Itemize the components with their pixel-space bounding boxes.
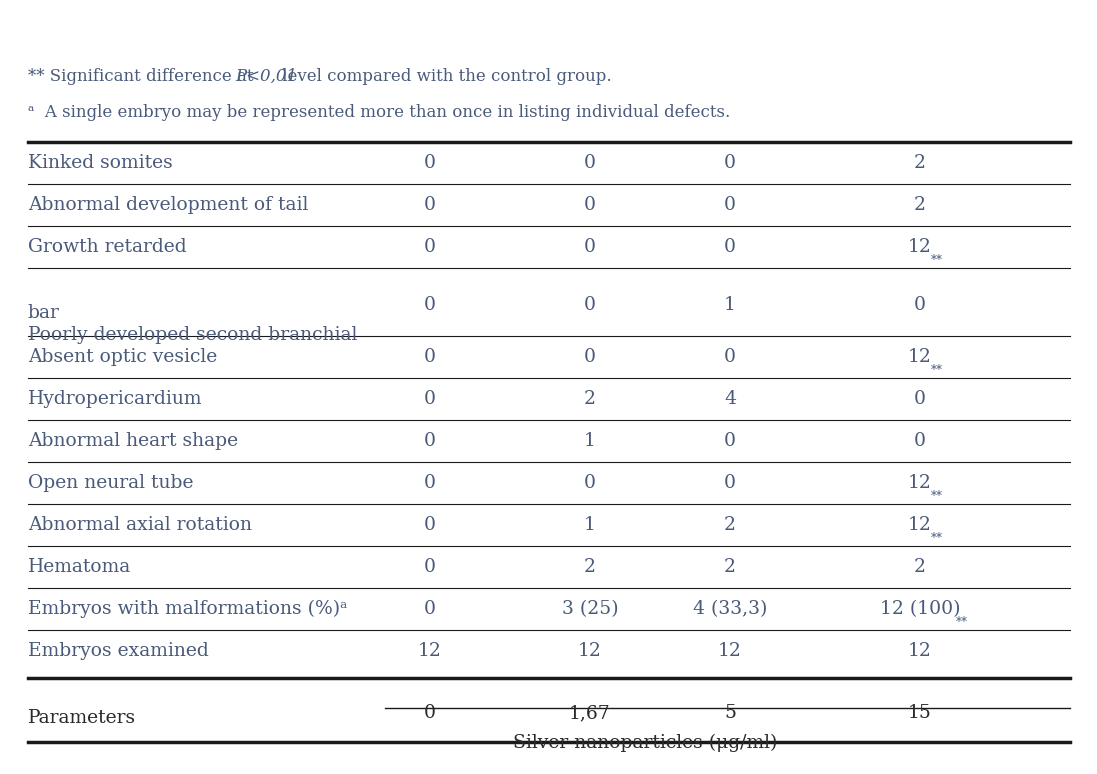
Text: 0: 0 bbox=[425, 238, 436, 256]
Text: 4: 4 bbox=[724, 390, 736, 408]
Text: 12: 12 bbox=[719, 642, 742, 660]
Text: 0: 0 bbox=[425, 390, 436, 408]
Text: 12: 12 bbox=[418, 642, 442, 660]
Text: level compared with the control group.: level compared with the control group. bbox=[278, 68, 612, 85]
Text: 2: 2 bbox=[724, 516, 736, 534]
Text: Hydropericardium: Hydropericardium bbox=[29, 390, 203, 408]
Text: 3 (25): 3 (25) bbox=[562, 600, 619, 618]
Text: 0: 0 bbox=[724, 432, 736, 450]
Text: 0: 0 bbox=[724, 196, 736, 214]
Text: **: ** bbox=[930, 490, 942, 503]
Text: 0: 0 bbox=[425, 600, 436, 618]
Text: Poorly developed second branchial: Poorly developed second branchial bbox=[29, 326, 358, 344]
Text: 0: 0 bbox=[425, 154, 436, 172]
Text: Kinked somites: Kinked somites bbox=[29, 154, 172, 172]
Text: 0: 0 bbox=[425, 432, 436, 450]
Text: 12: 12 bbox=[908, 348, 932, 366]
Text: 12 (100): 12 (100) bbox=[880, 600, 960, 618]
Text: 2: 2 bbox=[914, 154, 926, 172]
Text: 1: 1 bbox=[724, 296, 736, 314]
Text: **: ** bbox=[930, 254, 942, 267]
Text: Abnormal development of tail: Abnormal development of tail bbox=[29, 196, 308, 214]
Text: 0: 0 bbox=[425, 704, 436, 722]
Text: 1,67: 1,67 bbox=[569, 704, 611, 722]
Text: 0: 0 bbox=[425, 296, 436, 314]
Text: Hematoma: Hematoma bbox=[29, 558, 132, 576]
Text: 0: 0 bbox=[584, 296, 596, 314]
Text: 12: 12 bbox=[908, 642, 932, 660]
Text: ** Significant difference at: ** Significant difference at bbox=[29, 68, 259, 85]
Text: 0: 0 bbox=[724, 348, 736, 366]
Text: 12: 12 bbox=[578, 642, 602, 660]
Text: 0: 0 bbox=[724, 474, 736, 492]
Text: 15: 15 bbox=[908, 704, 932, 722]
Text: 0: 0 bbox=[425, 474, 436, 492]
Text: 2: 2 bbox=[584, 390, 596, 408]
Text: Parameters: Parameters bbox=[29, 709, 136, 727]
Text: Open neural tube: Open neural tube bbox=[29, 474, 193, 492]
Text: 0: 0 bbox=[425, 516, 436, 534]
Text: 2: 2 bbox=[584, 558, 596, 576]
Text: bar: bar bbox=[29, 304, 60, 322]
Text: Growth retarded: Growth retarded bbox=[29, 238, 186, 256]
Text: 0: 0 bbox=[914, 390, 926, 408]
Text: 0: 0 bbox=[584, 474, 596, 492]
Text: 2: 2 bbox=[914, 558, 926, 576]
Text: 0: 0 bbox=[584, 238, 596, 256]
Text: **: ** bbox=[930, 364, 942, 377]
Text: Embryos examined: Embryos examined bbox=[29, 642, 208, 660]
Text: 0: 0 bbox=[584, 196, 596, 214]
Text: Silver nanoparticles (μg/ml): Silver nanoparticles (μg/ml) bbox=[512, 734, 777, 752]
Text: Absent optic vesicle: Absent optic vesicle bbox=[29, 348, 217, 366]
Text: 12: 12 bbox=[908, 474, 932, 492]
Text: 0: 0 bbox=[914, 296, 926, 314]
Text: 0: 0 bbox=[425, 196, 436, 214]
Text: 12: 12 bbox=[908, 238, 932, 256]
Text: **: ** bbox=[930, 532, 942, 545]
Text: 12: 12 bbox=[908, 516, 932, 534]
Text: 0: 0 bbox=[724, 238, 736, 256]
Text: 0: 0 bbox=[724, 154, 736, 172]
Text: 0: 0 bbox=[584, 348, 596, 366]
Text: **: ** bbox=[955, 616, 968, 629]
Text: Abnormal heart shape: Abnormal heart shape bbox=[29, 432, 238, 450]
Text: 4 (33,3): 4 (33,3) bbox=[693, 600, 767, 618]
Text: ᵃ  A single embryo may be represented more than once in listing individual defec: ᵃ A single embryo may be represented mor… bbox=[29, 104, 731, 121]
Text: 0: 0 bbox=[914, 432, 926, 450]
Text: 0: 0 bbox=[425, 348, 436, 366]
Text: 1: 1 bbox=[584, 432, 596, 450]
Text: P<0,01: P<0,01 bbox=[236, 68, 297, 85]
Text: 5: 5 bbox=[724, 704, 736, 722]
Text: 0: 0 bbox=[425, 558, 436, 576]
Text: 1: 1 bbox=[584, 516, 596, 534]
Text: 2: 2 bbox=[914, 196, 926, 214]
Text: Embryos with malformations (%)ᵃ: Embryos with malformations (%)ᵃ bbox=[29, 600, 348, 618]
Text: 0: 0 bbox=[584, 154, 596, 172]
Text: Abnormal axial rotation: Abnormal axial rotation bbox=[29, 516, 252, 534]
Text: 2: 2 bbox=[724, 558, 736, 576]
